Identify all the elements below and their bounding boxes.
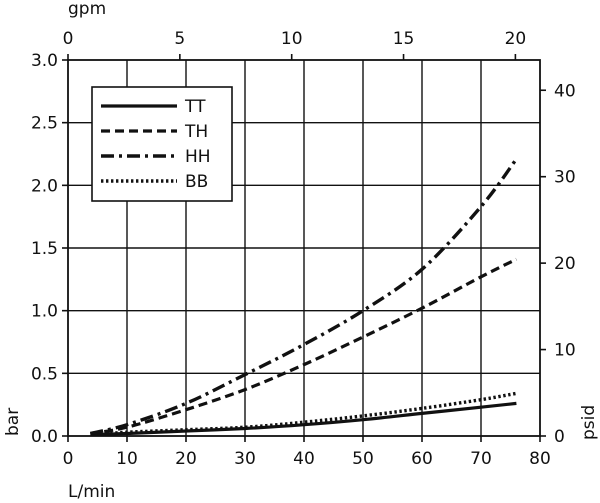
x2-tick-label: 10 [281,29,303,49]
x-tick-label: 80 [529,449,551,469]
x-tick-label: 50 [352,449,374,469]
y2-tick-label: 10 [554,341,576,361]
top-axis-label: gpm [68,0,106,19]
x-tick-label: 30 [234,449,256,469]
legend-box [91,86,233,202]
x-axis-label: L/min [68,482,115,502]
x-tick-label: 40 [293,449,315,469]
series-lines [89,157,518,437]
x-tick-label: 10 [116,449,138,469]
legend-label-bb: BB [185,172,208,192]
legend: TT TH HH BB [91,86,233,202]
series-line-th [90,257,518,436]
x2-tick-label: 5 [174,29,185,49]
y-tick-label: 1.0 [31,302,58,322]
series-line-bb [90,391,517,437]
axis-ticks [62,54,546,442]
x-tick-label: 70 [470,449,492,469]
y2-tick-label: 20 [554,254,576,274]
y2-tick-label: 40 [554,81,576,101]
y-tick-label: 1.5 [31,239,58,259]
y2-tick-label: 0 [554,427,565,447]
y-tick-label: 2.0 [31,176,58,196]
y-tick-label: 0.5 [31,364,58,384]
x2-tick-label: 15 [393,29,415,49]
x2-tick-label: 0 [63,29,74,49]
x2-tick-label: 20 [505,29,527,49]
x-tick-label: 0 [63,449,74,469]
x-tick-label: 20 [175,449,197,469]
y-tick-label: 2.5 [31,114,58,134]
y-axis-label: bar [3,408,23,436]
series-line-hh [89,157,518,436]
right-axis-label: psid [579,405,599,440]
legend-label-tt: TT [184,97,206,117]
legend-label-th: TH [184,122,208,142]
tick-labels: 0 10 20 30 40 50 60 70 800.00.51.01.52.02.53.00 5… [31,29,576,469]
y-tick-label: 3.0 [31,51,58,71]
y2-tick-label: 30 [554,168,576,188]
legend-label-hh: HH [185,147,211,167]
y-tick-label: 0.0 [31,427,58,447]
legend-entries: TT TH HH BB [101,97,211,192]
x-tick-label: 60 [411,449,433,469]
